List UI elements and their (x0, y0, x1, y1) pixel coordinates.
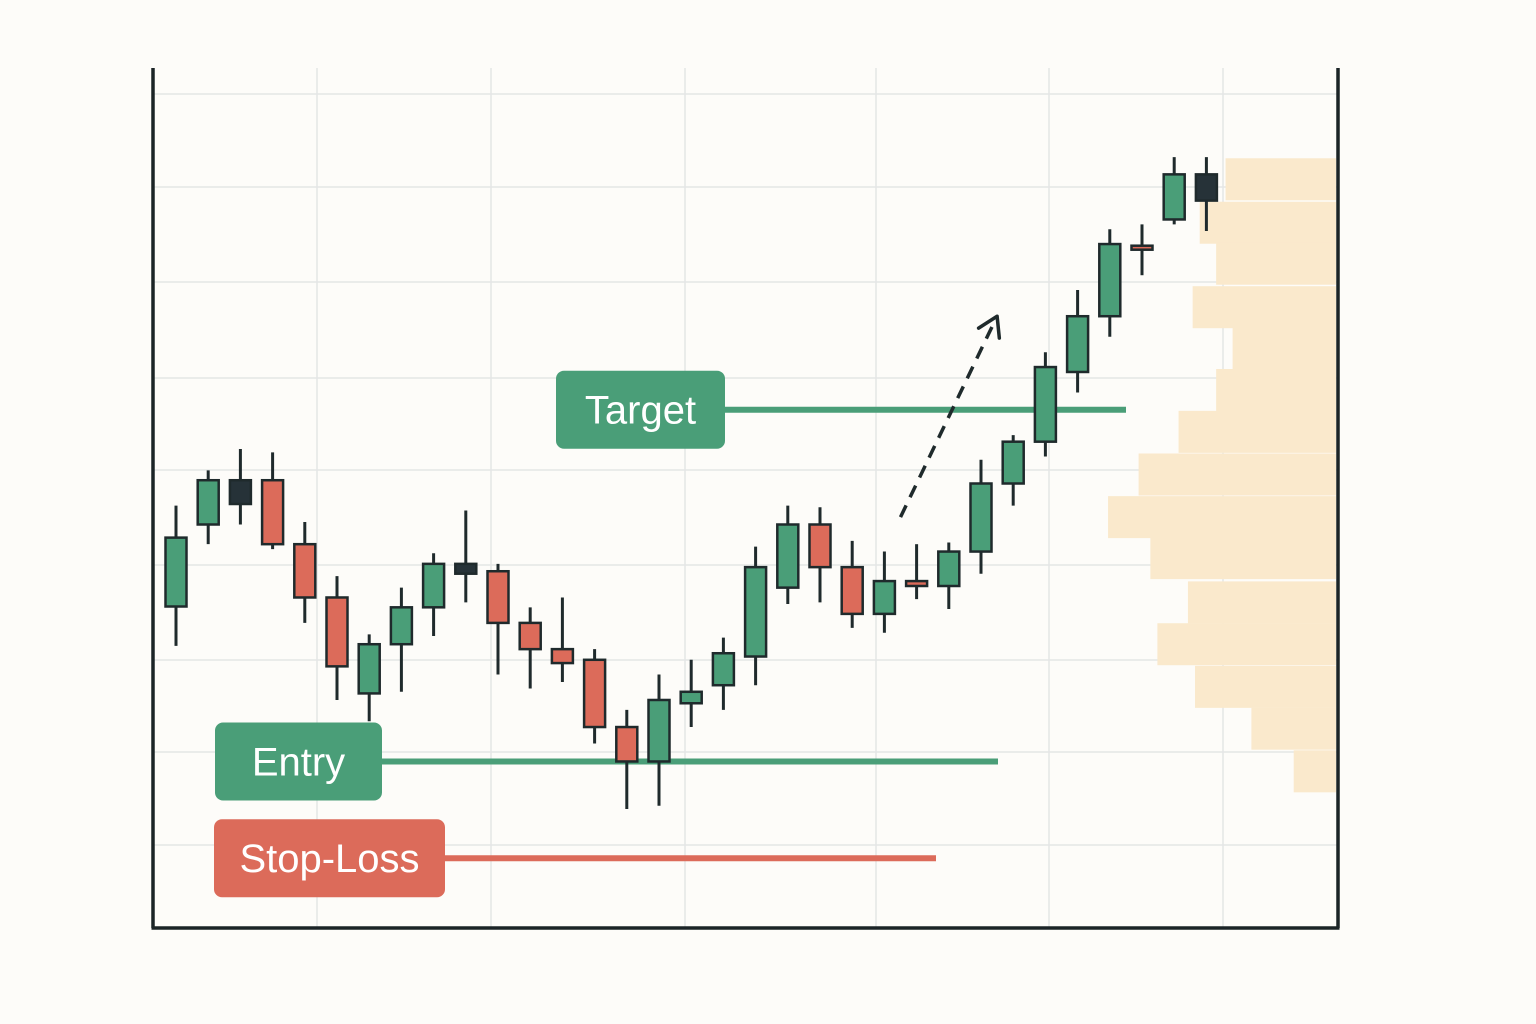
candle (325, 576, 349, 700)
candle-body (1130, 244, 1154, 251)
volume-profile-bar (1138, 453, 1336, 496)
volume-profile-bar (1199, 201, 1336, 244)
candle (421, 553, 446, 637)
volume-profile-bar (1157, 623, 1336, 666)
candle (1033, 352, 1058, 457)
candle-body (808, 523, 832, 569)
candle-body (969, 482, 993, 553)
candle-body (196, 478, 220, 526)
candle-body (582, 658, 607, 729)
candle-body (293, 542, 317, 599)
candle-body (228, 478, 253, 506)
volume-profile-bar (1192, 286, 1336, 329)
candle (1065, 289, 1090, 393)
candle-body (1098, 242, 1122, 318)
candle (196, 470, 220, 545)
trend-arrow-line (898, 315, 999, 518)
stop-loss-label: Stop-Loss (239, 837, 419, 881)
candle-body (518, 621, 542, 651)
volume-profile-bar (1108, 496, 1336, 539)
candle-body (1194, 173, 1219, 202)
candle-body (615, 725, 639, 763)
candle-body (840, 565, 864, 616)
candle-body (743, 565, 768, 658)
candle (808, 507, 832, 603)
candle-body (260, 478, 285, 546)
candle (1001, 435, 1025, 506)
candle (357, 634, 381, 722)
candle (743, 546, 768, 686)
candles (164, 157, 1219, 810)
trend-arrow (898, 314, 1002, 518)
candle (679, 659, 703, 728)
candle-body (1065, 314, 1090, 374)
candle (904, 544, 929, 600)
candle-body (454, 562, 478, 575)
volume-profile-bar (1216, 242, 1336, 285)
candle (293, 522, 317, 623)
volume-profile-bar (1251, 707, 1336, 750)
volume-profile-bar (1225, 158, 1336, 201)
entry-label-box (215, 722, 382, 801)
candle (228, 449, 253, 525)
volume-profile-bar (1293, 750, 1336, 793)
volume-profile-bar (1178, 410, 1336, 453)
target-label-box (556, 370, 725, 449)
candle (1130, 224, 1154, 276)
candle (969, 459, 993, 574)
candle-body (872, 579, 897, 616)
candle-body (647, 698, 671, 763)
stop-loss-label-box (214, 819, 445, 898)
candle-body (711, 651, 736, 687)
candle-body (550, 647, 575, 665)
candle-body (1033, 365, 1058, 443)
candle (615, 709, 639, 810)
volume-profile-bar (1232, 327, 1336, 370)
price-levels: Target Entry Stop-Loss (214, 370, 1126, 898)
candle (647, 674, 671, 806)
candle (582, 649, 607, 744)
candle (518, 607, 542, 689)
candle-body (1162, 173, 1186, 221)
candle-body (486, 569, 510, 625)
candle-body (357, 642, 381, 695)
volume-profile-bar (1216, 369, 1336, 412)
candle (454, 510, 478, 603)
volume-profile (1108, 158, 1336, 793)
candle (937, 542, 961, 609)
candle (1162, 157, 1186, 225)
entry-label: Entry (252, 740, 345, 784)
volume-profile-bar (1150, 537, 1336, 580)
candle (776, 505, 800, 605)
candle-body (904, 579, 929, 588)
candle-body (679, 690, 703, 705)
candle (260, 452, 285, 550)
candle-body (164, 536, 188, 608)
candle-body (776, 523, 800, 589)
candle-body (937, 550, 961, 588)
volume-profile-bar (1195, 665, 1336, 708)
candle-body (389, 606, 414, 646)
candle (550, 597, 575, 682)
candle (1194, 157, 1219, 231)
candle (389, 587, 414, 692)
chart-axes (151, 68, 1340, 930)
candle-body (421, 562, 446, 609)
candle (711, 637, 736, 710)
candle (840, 540, 864, 628)
candle (1098, 229, 1122, 337)
candle-body (1001, 440, 1025, 485)
candle (872, 551, 897, 633)
candle (486, 563, 510, 675)
candle (164, 505, 188, 646)
target-label: Target (585, 389, 696, 433)
candle-body (325, 596, 349, 668)
trend-arrow-head (976, 314, 1002, 340)
volume-profile-bar (1187, 581, 1336, 624)
